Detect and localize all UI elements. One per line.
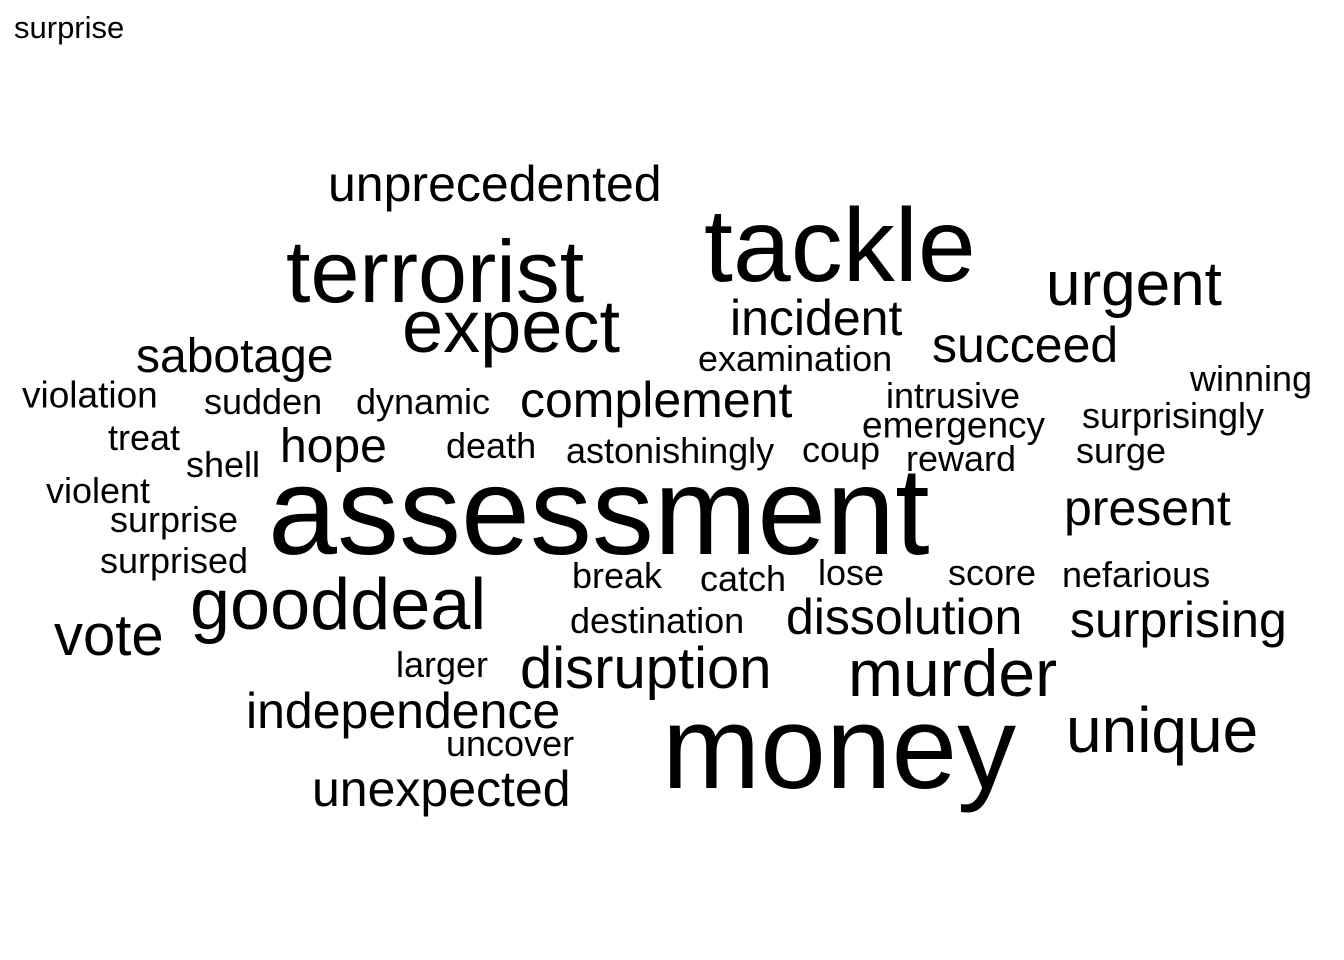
word-astonishingly: astonishingly bbox=[566, 430, 775, 471]
word-complement: complement bbox=[520, 372, 793, 428]
word-sudden: sudden bbox=[204, 381, 323, 422]
word-surprising: surprising bbox=[1070, 592, 1287, 648]
panel-title: surprise bbox=[14, 10, 125, 45]
word-unique: unique bbox=[1066, 694, 1259, 766]
word-break: break bbox=[572, 555, 663, 596]
word-examination: examination bbox=[698, 338, 893, 379]
word-treat: treat bbox=[108, 417, 181, 458]
word-unprecedented: unprecedented bbox=[328, 156, 662, 212]
word-sabotage: sabotage bbox=[136, 330, 334, 383]
word-terrorist: terrorist bbox=[286, 222, 585, 321]
word-coup: coup bbox=[802, 429, 881, 470]
word-destination: destination bbox=[570, 600, 745, 641]
word-winning: winning bbox=[1190, 358, 1313, 399]
word-death: death bbox=[446, 425, 537, 466]
word-tackle: tackle bbox=[704, 188, 976, 304]
word-incident: incident bbox=[730, 290, 903, 346]
word-reward: reward bbox=[906, 438, 1017, 479]
word-emergency: emergency bbox=[862, 404, 1046, 446]
word-uncover: uncover bbox=[446, 723, 575, 764]
word-independence: independence bbox=[246, 683, 561, 739]
word-present: present bbox=[1064, 480, 1231, 536]
word-unexpected: unexpected bbox=[312, 761, 571, 817]
word-dissolution: dissolution bbox=[786, 589, 1023, 645]
word-catch: catch bbox=[700, 558, 787, 599]
word-disruption: disruption bbox=[520, 636, 772, 701]
word-violation: violation bbox=[22, 374, 158, 416]
word-intrusive: intrusive bbox=[886, 375, 1021, 416]
word-hope: hope bbox=[280, 420, 387, 473]
word-lose: lose bbox=[818, 552, 885, 593]
word-dynamic: dynamic bbox=[356, 381, 491, 422]
word-score: score bbox=[948, 552, 1037, 593]
word-surge: surge bbox=[1076, 430, 1167, 471]
word-succeed: succeed bbox=[932, 317, 1119, 373]
word-murder: murder bbox=[848, 636, 1058, 710]
word-surprisingly: surprisingly bbox=[1082, 395, 1265, 436]
word-shell: shell bbox=[186, 444, 261, 485]
word-money: money bbox=[662, 682, 1017, 814]
word-larger: larger bbox=[396, 644, 489, 685]
word-gooddeal: gooddeal bbox=[190, 565, 487, 645]
word-surprised: surprised bbox=[100, 540, 249, 581]
word-expect: expect bbox=[402, 285, 621, 368]
word-vote: vote bbox=[54, 603, 164, 668]
word-assessment: assessment bbox=[268, 443, 930, 581]
word-nefarious: nefarious bbox=[1062, 554, 1211, 595]
word-urgent: urgent bbox=[1046, 250, 1222, 319]
word-violent: violent bbox=[46, 470, 151, 511]
word-surprise: surprise bbox=[110, 499, 239, 540]
